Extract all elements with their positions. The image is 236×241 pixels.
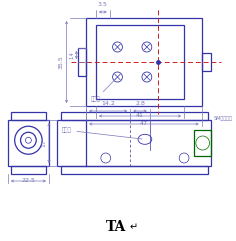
Bar [86, 18, 202, 106]
Bar [11, 166, 46, 174]
Bar [194, 130, 211, 156]
Bar [61, 166, 208, 174]
Text: 1.4: 1.4 [69, 51, 74, 59]
Bar [202, 53, 211, 71]
Bar [61, 112, 208, 120]
Text: 17: 17 [41, 139, 46, 147]
Text: SM射频接口: SM射频接口 [213, 116, 232, 121]
Text: 2.8: 2.8 [135, 101, 145, 106]
Text: 35.5: 35.5 [59, 55, 64, 69]
Text: 安装孔: 安装孔 [91, 79, 116, 102]
Bar [57, 120, 211, 166]
Bar [8, 120, 49, 166]
Text: 3.5: 3.5 [98, 2, 108, 7]
Text: 14.2: 14.2 [101, 101, 115, 106]
Bar [11, 112, 46, 120]
Bar [96, 25, 184, 99]
Text: 41: 41 [136, 113, 144, 118]
Bar [78, 48, 86, 76]
Text: TA: TA [105, 220, 126, 234]
Text: ↵: ↵ [129, 222, 137, 232]
Text: 22.5: 22.5 [21, 178, 35, 183]
Text: 通光孔: 通光孔 [62, 127, 142, 139]
Text: 47: 47 [140, 121, 148, 126]
